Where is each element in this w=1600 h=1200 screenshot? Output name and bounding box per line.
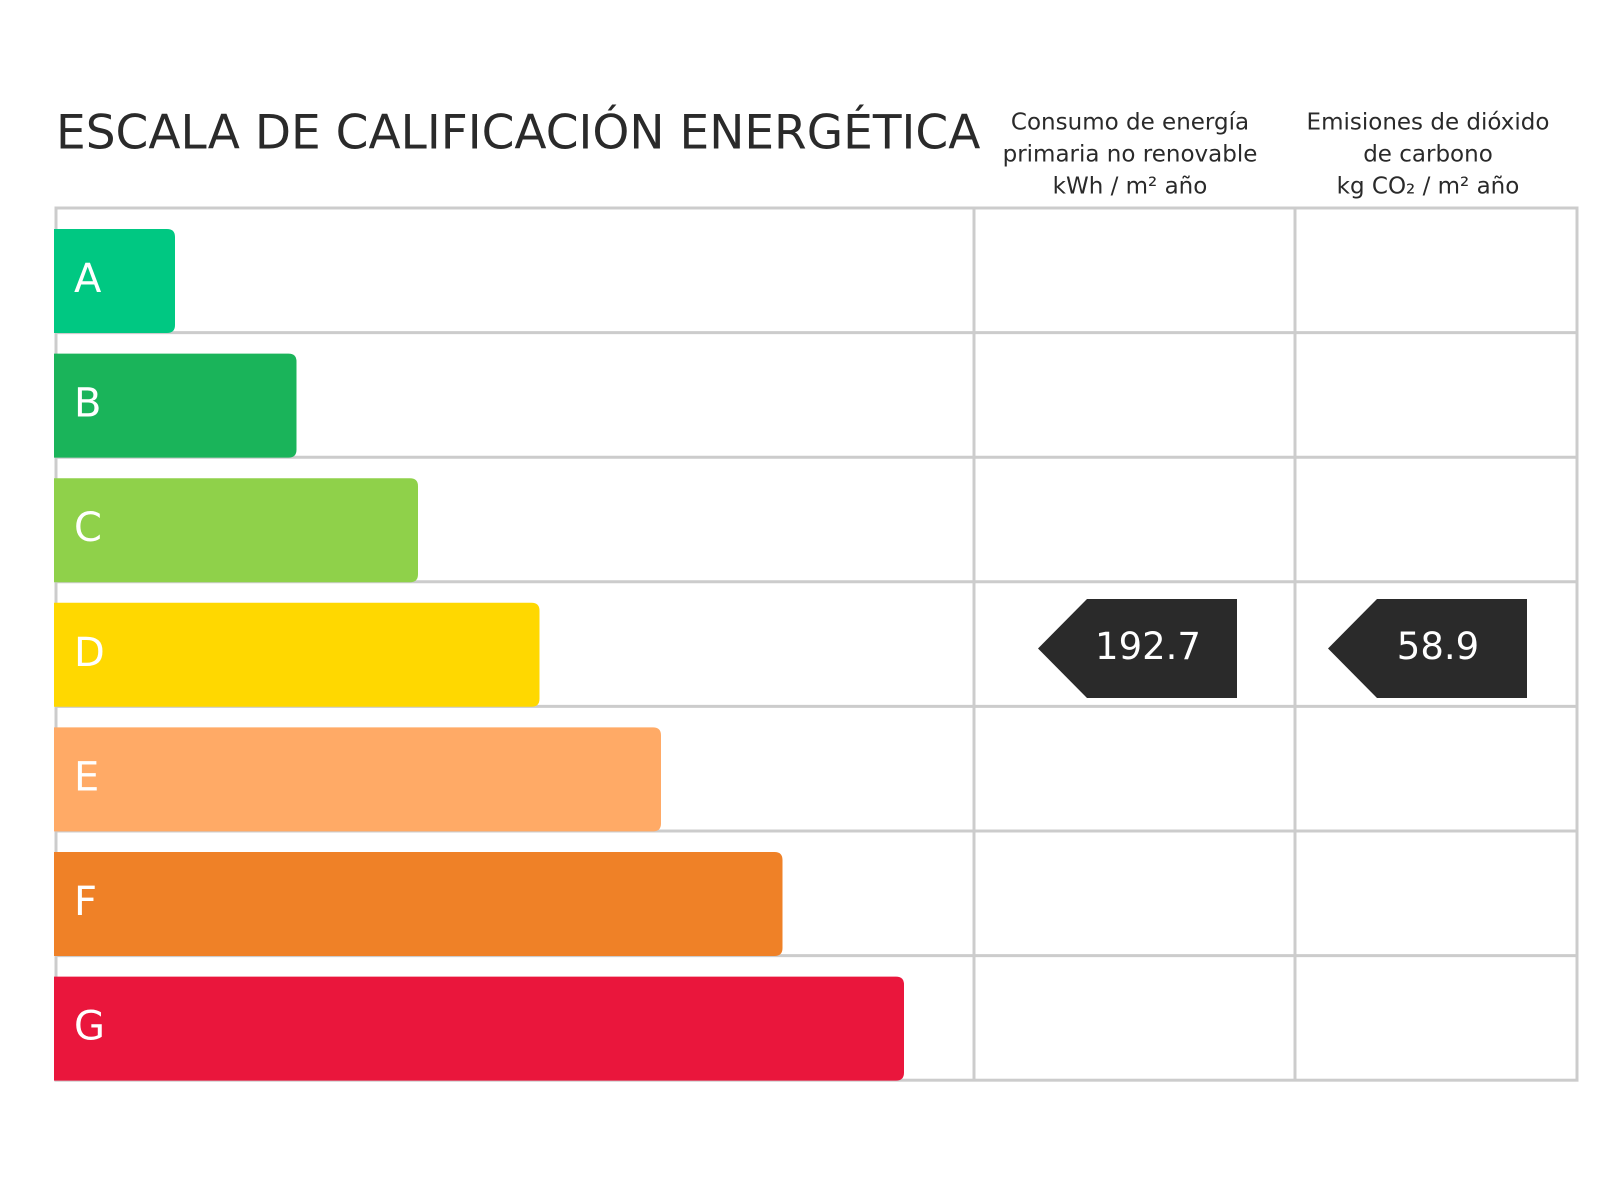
title: ESCALA DE CALIFICACIÓN ENERGÉTICA — [56, 106, 980, 161]
grade-letter: G — [74, 1004, 105, 1050]
rating-value: 192.7 — [1095, 625, 1201, 668]
grade-bar — [54, 727, 661, 832]
grade-letter: D — [74, 630, 105, 676]
column-header: primaria no renovable — [1003, 142, 1258, 168]
grade-bar — [54, 976, 904, 1081]
column-header: de carbono — [1363, 142, 1493, 168]
column-header: Emisiones de dióxido — [1307, 110, 1550, 136]
column-header: kg CO₂ / m² año — [1337, 174, 1520, 200]
grade-bar — [54, 852, 783, 956]
grade-bar — [54, 229, 175, 333]
grade-letter: B — [74, 381, 101, 427]
rating-arrow — [1328, 599, 1527, 698]
grade-bar — [54, 478, 418, 583]
grade-letter: F — [74, 879, 97, 925]
grade-bar — [54, 602, 540, 707]
column-header: kWh / m² año — [1053, 174, 1208, 200]
grade-letter: E — [74, 754, 99, 800]
grade-letter: A — [74, 256, 102, 302]
rating-value: 58.9 — [1397, 625, 1479, 668]
rating-arrow — [1038, 599, 1237, 698]
column-header: Consumo de energía — [1011, 110, 1249, 136]
grade-letter: C — [74, 505, 102, 551]
grade-bar — [54, 353, 297, 458]
